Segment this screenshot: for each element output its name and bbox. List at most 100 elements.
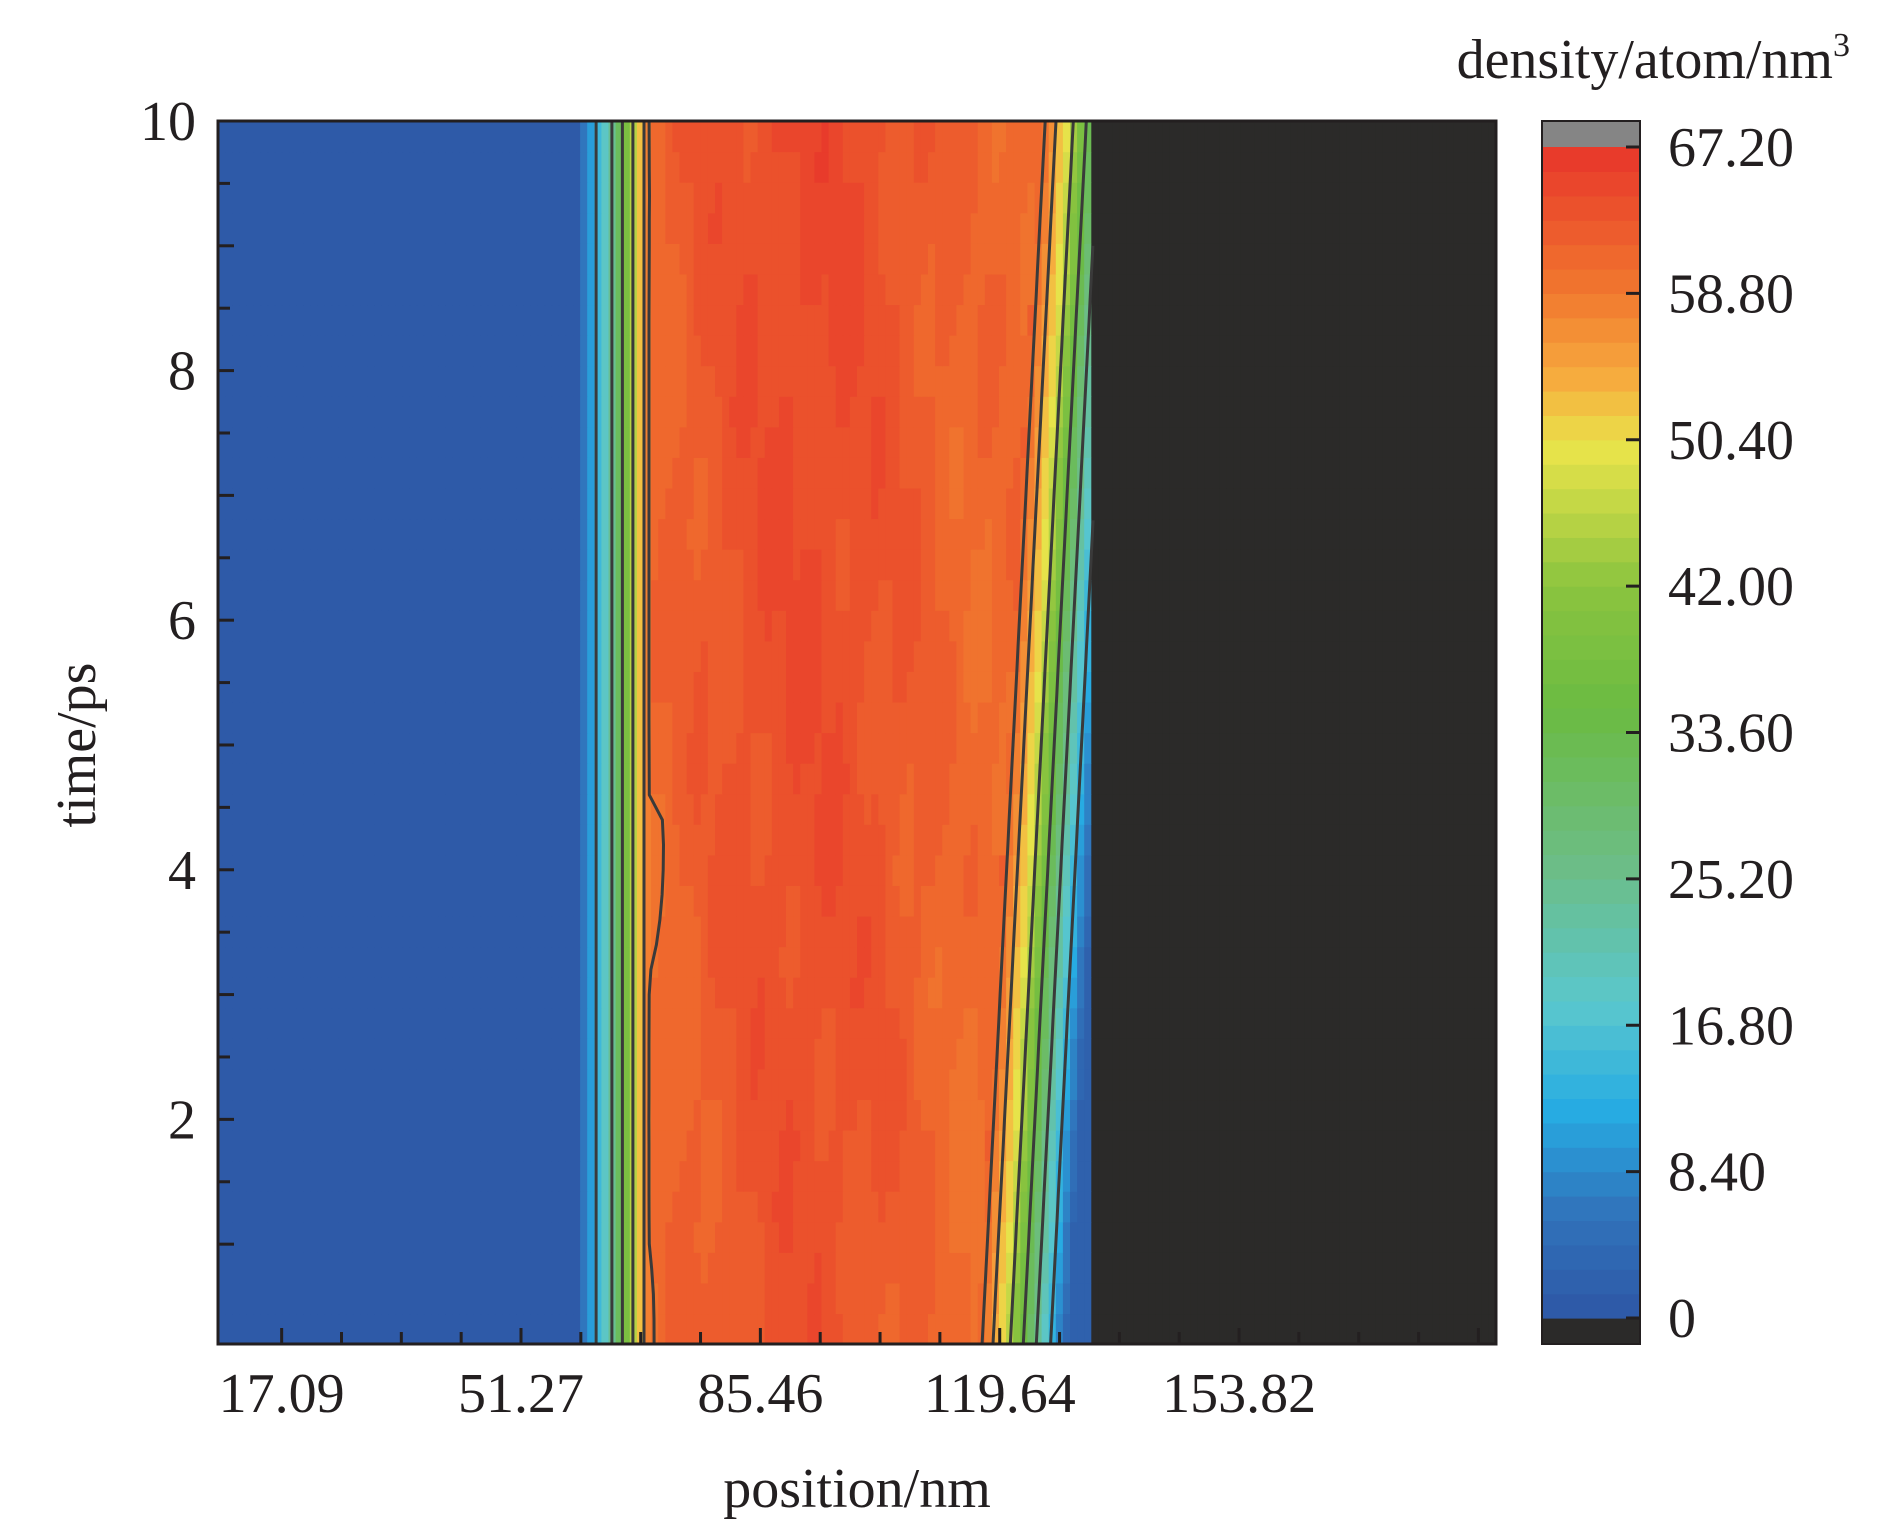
heatmap-cell [1311,885,1320,917]
heatmap-cell [601,701,610,734]
heatmap-cell [587,1068,595,1101]
heatmap-cell [1453,1129,1462,1162]
heatmap-cell [324,977,333,1009]
heatmap-cell [1304,854,1312,886]
heatmap-cell [395,640,404,672]
heatmap-cell [800,1129,808,1162]
heatmap-cell [345,487,354,520]
heatmap-cell [431,640,439,672]
heatmap-cell [1091,854,1099,886]
heatmap-cell [360,915,368,948]
heatmap-cell [722,640,730,672]
heatmap-cell [324,915,333,948]
heatmap-cell [516,1221,524,1253]
heatmap-cell [1396,1068,1405,1101]
heatmap-cell [928,824,936,856]
heatmap-cell [1417,610,1426,642]
heatmap-cell [615,1160,624,1192]
heatmap-cell [1197,793,1206,825]
heatmap-cell [757,640,766,672]
heatmap-cell [1368,1160,1376,1192]
heatmap-cell [1275,1313,1284,1345]
heatmap-cell [310,1160,318,1192]
heatmap-cell [1233,885,1241,917]
heatmap-cell [537,854,546,886]
heatmap-cell [445,1252,453,1284]
heatmap-cell [480,640,489,672]
heatmap-cell [1368,640,1376,672]
heatmap-cell [949,793,957,825]
heatmap-cell [871,1038,879,1070]
heatmap-cell [1055,1313,1064,1345]
heatmap-cell [984,824,993,856]
heatmap-cell [956,1007,965,1039]
heatmap-cell [1325,701,1334,734]
heatmap-cell [1297,1282,1305,1315]
heatmap-cell [750,1282,759,1315]
heatmap-cell [445,1007,453,1039]
heatmap-cell [445,701,453,734]
heatmap-cell [1311,1038,1320,1070]
heatmap-cell [1361,1282,1369,1315]
heatmap-cell [1389,1191,1398,1223]
heatmap-cell [686,487,695,520]
heatmap-cell [935,610,943,642]
heatmap-cell [757,701,766,734]
heatmap-cell [1446,1191,1454,1223]
heatmap-cell [963,701,972,734]
heatmap-cell [999,1282,1007,1315]
heatmap-cell [246,793,255,825]
heatmap-cell [928,946,936,978]
heatmap-cell [587,1099,595,1131]
heatmap-cell [949,549,957,581]
heatmap-cell [707,640,716,672]
heatmap-cell [871,1221,879,1253]
heatmap-cell [928,732,936,764]
heatmap-cell [544,518,553,550]
heatmap-cell [509,885,517,917]
heatmap-cell [274,915,283,948]
heatmap-cell [544,1038,553,1070]
heatmap-cell [509,763,517,795]
heatmap-cell [416,1313,425,1345]
heatmap-cell [480,793,489,825]
heatmap-cell [849,610,858,642]
heatmap-cell [1453,763,1462,795]
heatmap-cell [1403,610,1412,642]
heatmap-cell [1176,640,1185,672]
heatmap-cell [1332,1007,1341,1039]
heatmap-cell [1261,671,1270,703]
heatmap-cell [431,579,439,611]
heatmap-cell [317,915,326,948]
heatmap-cell [1226,1191,1234,1223]
heatmap-cell [1240,732,1249,764]
heatmap-cell [1141,1252,1149,1284]
heatmap-cell [686,1038,695,1070]
heatmap-cell [1133,732,1142,764]
heatmap-cell [1332,946,1341,978]
heatmap-cell [402,1099,411,1131]
heatmap-cell [317,1313,326,1345]
heatmap-cell [289,518,297,550]
heatmap-cell [487,610,496,642]
heatmap-cell [757,854,766,886]
heatmap-cell [800,1313,808,1345]
heatmap-cell [402,1282,411,1315]
heatmap-cell [409,518,418,550]
heatmap-cell [1247,732,1256,764]
heatmap-cell [218,1038,226,1070]
heatmap-cell [1467,732,1476,764]
heatmap-cell [466,1252,475,1284]
heatmap-cell [864,1221,872,1253]
heatmap-cell [842,579,851,611]
heatmap-cell [310,824,318,856]
heatmap-cell [928,1038,936,1070]
heatmap-cell [1084,854,1092,886]
heatmap-cell [771,977,780,1009]
heatmap-cell [842,549,851,581]
heatmap-cell [729,671,737,703]
heatmap-cell [1133,549,1142,581]
heatmap-cell [402,610,411,642]
heatmap-cell [942,610,950,642]
heatmap-cell [1190,1252,1199,1284]
